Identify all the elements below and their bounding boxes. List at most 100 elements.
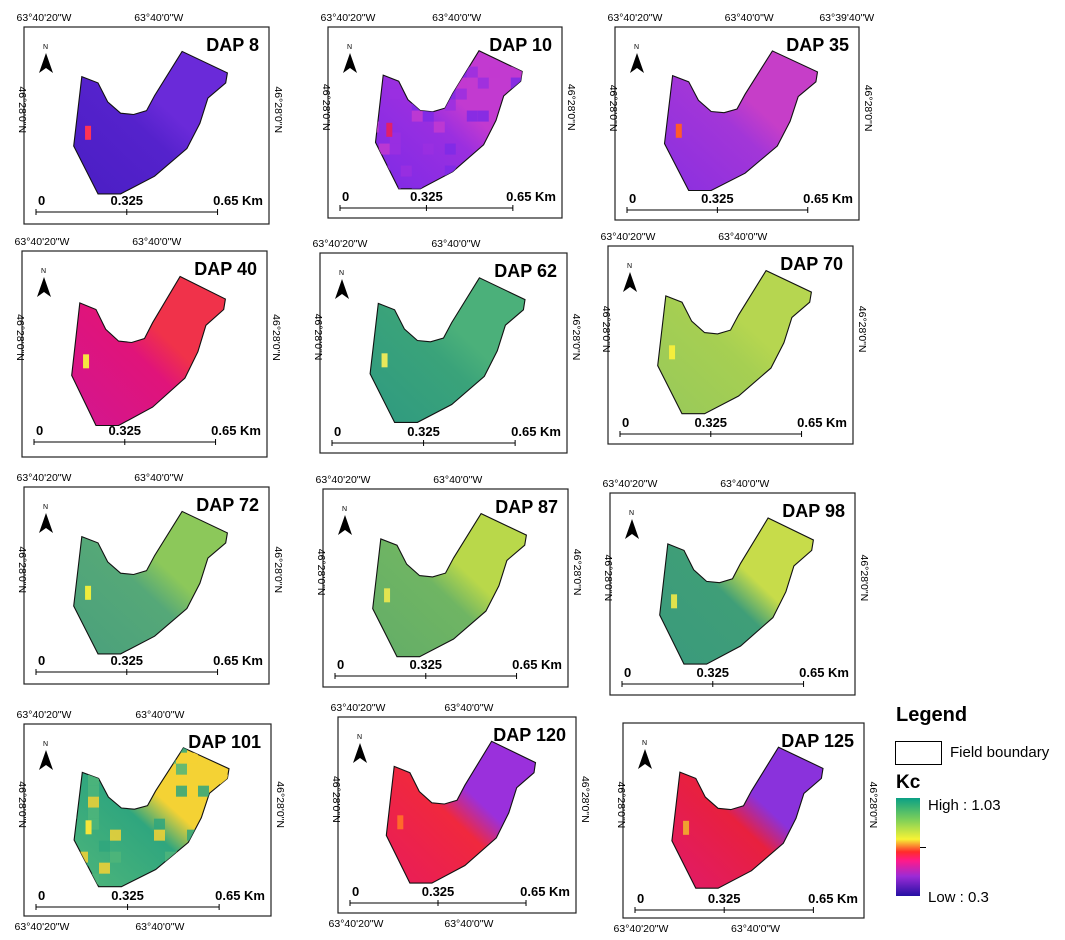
dap-label: DAP 120 bbox=[493, 725, 566, 745]
lon-label-top-left: 63°40'20"W bbox=[17, 709, 72, 721]
lon-label-bottom-left: 63°40'20"W bbox=[329, 918, 384, 930]
dap-label: DAP 10 bbox=[489, 35, 552, 55]
scale-end-label: 0.65 Km bbox=[797, 415, 847, 430]
kc-legend-title: Kc bbox=[896, 772, 921, 793]
lat-label-left: 46°28'0"N bbox=[14, 314, 26, 361]
field-hotspot bbox=[675, 123, 682, 138]
field-boundary-label: Field boundary bbox=[950, 744, 1050, 761]
lon-label-top-right: 63°40'0"W bbox=[134, 472, 183, 484]
lat-label-right: 46°28'0"N bbox=[571, 549, 583, 596]
north-arrow-icon bbox=[353, 743, 367, 763]
scale-mid-label: 0.325 bbox=[109, 423, 142, 438]
scale-end-label: 0.65 Km bbox=[211, 423, 261, 438]
lat-label-right: 46°28'0"N bbox=[570, 314, 582, 361]
lon-label-top-right: 63°40'0"W bbox=[134, 12, 183, 24]
scale-end-label: 0.65 Km bbox=[512, 657, 562, 672]
lat-label-left: 46°28'0"N bbox=[607, 85, 619, 132]
lat-label-right: 46°28'0"N bbox=[272, 86, 284, 133]
lat-label-right: 46°28'0"N bbox=[867, 782, 879, 829]
north-arrow-icon bbox=[343, 53, 357, 73]
field-hotspot bbox=[381, 353, 388, 368]
scale-zero-label: 0 bbox=[624, 665, 631, 680]
dap-label: DAP 40 bbox=[194, 259, 257, 279]
kc-high-label: High : 1.03 bbox=[928, 797, 1001, 814]
scale-mid-label: 0.325 bbox=[111, 653, 144, 668]
field-kc-raster bbox=[385, 740, 537, 884]
lon-label-bottom-right: 63°40'0"W bbox=[731, 923, 780, 935]
scale-zero-label: 0 bbox=[637, 891, 644, 906]
scale-zero-label: 0 bbox=[334, 424, 341, 439]
lon-label-top-right: 63°40'0"W bbox=[718, 231, 767, 243]
lon-label-top-right: 63°40'0"W bbox=[432, 12, 481, 24]
lon-label-bottom-right: 63°40'0"W bbox=[444, 918, 493, 930]
north-label: N bbox=[634, 44, 639, 51]
lat-label-right: 46°28'0"N bbox=[270, 314, 282, 361]
map-panel-3: DAP 35 N 0 0.325 0.65 Km 63°40'20"W 63°40'0"W 6… bbox=[607, 12, 874, 221]
scale-zero-label: 0 bbox=[38, 888, 45, 903]
lon-label-top-left: 63°40'20"W bbox=[17, 472, 72, 484]
scale-mid-label: 0.325 bbox=[695, 415, 728, 430]
lat-label-right: 46°28'0"N bbox=[856, 306, 868, 353]
north-label: N bbox=[627, 263, 632, 270]
field-boundary-swatch bbox=[895, 741, 942, 765]
map-panel-5: DAP 62 N 0 0.325 0.65 Km 63°40'20"W 63°40'0"W 4… bbox=[312, 238, 582, 454]
map-panel-2: DAP 10 N 0 0.325 0.65 Km 63°40'20"W 63°40'0"W 4… bbox=[320, 12, 577, 219]
dap-label: DAP 98 bbox=[782, 501, 845, 521]
map-panel-1: DAP 8 N 0 0.325 0.65 Km 63°40'20"W 63°40'0"W 46… bbox=[16, 12, 284, 225]
field-hotspot bbox=[83, 354, 90, 369]
lon-label-bottom-left: 63°40'20"W bbox=[15, 921, 70, 933]
scale-zero-label: 0 bbox=[337, 657, 344, 672]
field-hotspot bbox=[384, 588, 391, 603]
map-panel-10: DAP 101 N 0 0.325 0.65 Km 63°40'20"W 63°40'0"W… bbox=[15, 709, 286, 933]
scale-end-label: 0.65 Km bbox=[808, 891, 858, 906]
north-label: N bbox=[342, 506, 347, 513]
lon-label-top-right: 63°40'0"W bbox=[431, 238, 480, 250]
north-label: N bbox=[43, 741, 48, 748]
scale-end-label: 0.65 Km bbox=[799, 665, 849, 680]
field-kc-raster bbox=[73, 510, 229, 655]
lat-label-left: 46°28'0"N bbox=[16, 546, 28, 593]
north-arrow-icon bbox=[623, 272, 637, 292]
north-arrow-icon bbox=[630, 53, 644, 73]
north-arrow-icon bbox=[37, 277, 51, 297]
map-panel-8: DAP 87 N 0 0.325 0.65 Km 63°40'20"W 63°40'0"W 4… bbox=[315, 474, 583, 688]
north-arrow-icon bbox=[625, 519, 639, 539]
map-panel-4: DAP 40 N 0 0.325 0.65 Km 63°40'20"W 63°40'0"W 4… bbox=[14, 236, 282, 458]
scale-end-label: 0.65 Km bbox=[520, 884, 570, 899]
field-kc-raster bbox=[663, 50, 819, 192]
field-kc-raster bbox=[657, 269, 813, 415]
legend-title: Legend bbox=[896, 704, 968, 726]
map-panel-9: DAP 98 N 0 0.325 0.65 Km 63°40'20"W 63°40'0"W 4… bbox=[602, 478, 870, 696]
scale-zero-label: 0 bbox=[36, 423, 43, 438]
field-kc-raster bbox=[671, 746, 824, 889]
lon-label-top-left: 63°40'20"W bbox=[331, 702, 386, 714]
map-panel-6: DAP 70 N 0 0.325 0.65 Km 63°40'20"W 63°40'0"W 4… bbox=[600, 231, 868, 445]
scale-end-label: 0.65 Km bbox=[213, 653, 263, 668]
north-arrow-icon bbox=[39, 750, 53, 770]
lat-label-left: 46°28'0"N bbox=[16, 781, 28, 828]
lon-label-bottom-right: 63°40'0"W bbox=[135, 921, 184, 933]
field-hotspot bbox=[669, 345, 676, 360]
lat-label-right: 46°28'0"N bbox=[274, 781, 286, 828]
north-label: N bbox=[357, 734, 362, 741]
field-kc-raster bbox=[659, 517, 815, 665]
lon-label-bottom-left: 63°40'20"W bbox=[614, 923, 669, 935]
north-label: N bbox=[41, 268, 46, 275]
dap-label: DAP 101 bbox=[188, 732, 261, 752]
field-kc-raster bbox=[71, 275, 227, 427]
scale-zero-label: 0 bbox=[629, 191, 636, 206]
map-frame bbox=[21, 250, 268, 458]
lon-label-top-right: 63°40'0"W bbox=[132, 236, 181, 248]
kc-ramp-tick bbox=[920, 847, 926, 848]
field-hotspot bbox=[85, 585, 92, 600]
field-hotspot bbox=[85, 820, 92, 835]
field-hotspot bbox=[671, 594, 678, 609]
scale-mid-label: 0.325 bbox=[422, 884, 455, 899]
kc-color-ramp bbox=[896, 798, 920, 896]
scale-mid-label: 0.325 bbox=[701, 191, 734, 206]
map-panel-7: DAP 72 N 0 0.325 0.65 Km 63°40'20"W 63°40'0"W 4… bbox=[16, 472, 284, 685]
scale-mid-label: 0.325 bbox=[407, 424, 440, 439]
scale-mid-label: 0.325 bbox=[410, 657, 443, 672]
north-label: N bbox=[642, 740, 647, 747]
